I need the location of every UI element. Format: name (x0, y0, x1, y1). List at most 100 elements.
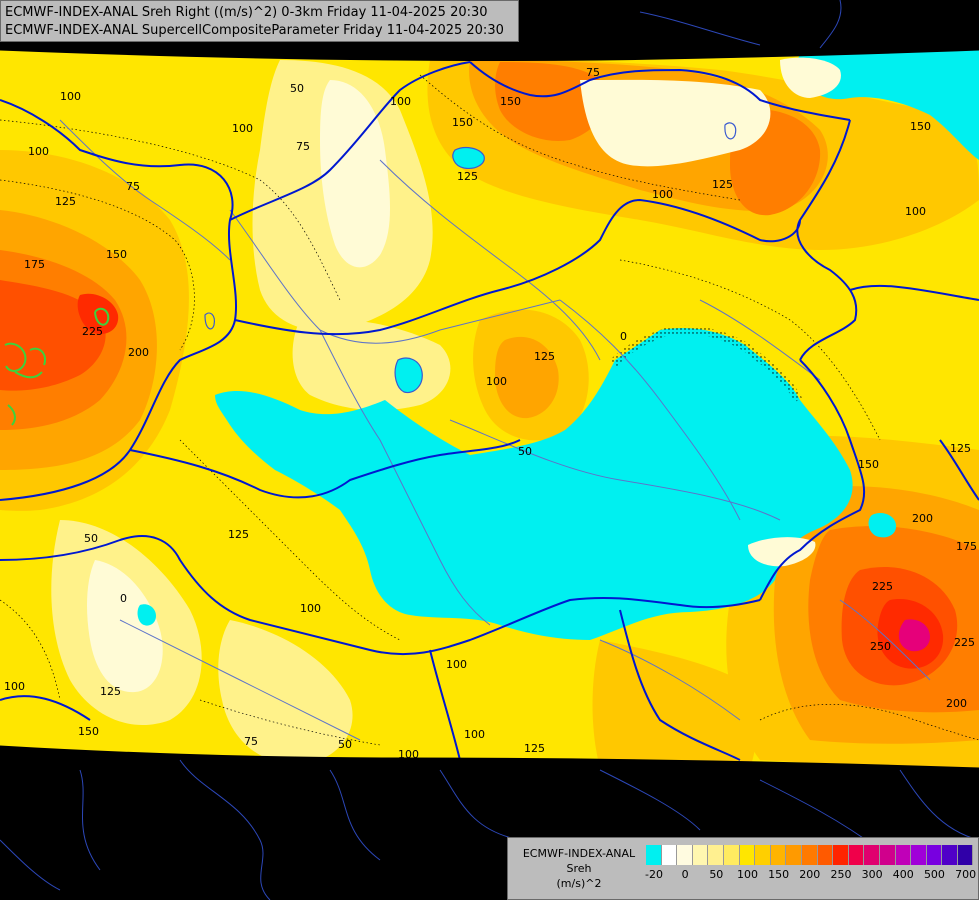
legend-swatch (755, 845, 771, 865)
field-pale-south (218, 620, 353, 765)
legend-tick-label: 500 (923, 868, 945, 881)
field-white-east-patch (748, 537, 816, 567)
legend-title: ECMWF-INDEX-ANAL Sreh (m/s)^2 (512, 846, 646, 891)
legend-swatch (817, 845, 834, 865)
contour-label: 100 (28, 145, 49, 158)
contour-label: 75 (296, 140, 310, 153)
contour-label: 150 (500, 95, 521, 108)
contour-label: 125 (100, 685, 121, 698)
field-cyan-pannonian (215, 328, 853, 640)
legend-swatch (957, 845, 974, 865)
contour-label: 150 (452, 116, 473, 129)
field-white-central (320, 80, 390, 268)
field-cyan-lake (395, 358, 423, 393)
contour-label: 175 (24, 258, 45, 271)
legend-ticks: -20 0 50 100 150 200 250 300 400 500 700 (645, 868, 977, 884)
contour-label: 50 (338, 738, 352, 751)
legend-swatch (677, 845, 693, 865)
legend-swatch (895, 845, 912, 865)
legend-swatch (646, 845, 662, 865)
contour-label: 125 (228, 528, 249, 541)
contour-labels: 100 50 100 75 100 125 100 150 75 125 175… (4, 66, 977, 761)
contour-label: 125 (534, 350, 555, 363)
header-box: ECMWF-INDEX-ANAL Sreh Right ((m/s)^2) 0-… (0, 0, 519, 42)
domain-edge (0, 49, 979, 769)
contour-label: 150 (78, 725, 99, 738)
legend-swatch (911, 845, 927, 865)
country-borders (0, 61, 979, 761)
contour-label: 75 (586, 66, 600, 79)
legend-swatch (833, 845, 849, 865)
contour-label: 125 (55, 195, 76, 208)
field-cyan-north-blob (452, 147, 485, 169)
scp-contours (4, 307, 110, 426)
legend-swatch (739, 845, 756, 865)
legend-swatch (661, 845, 678, 865)
contour-label: 100 (390, 95, 411, 108)
field-cyan-dots-edge (610, 325, 802, 402)
contour-label: 50 (84, 532, 98, 545)
contour-label: 125 (524, 742, 545, 755)
lake-outlines (204, 122, 737, 394)
legend-model: ECMWF-INDEX-ANAL (522, 847, 636, 860)
field-white-ne (780, 57, 841, 98)
legend-swatch (942, 845, 958, 865)
field-amber-south (592, 640, 757, 768)
legend-tick-label: 250 (830, 868, 852, 881)
legend-box: ECMWF-INDEX-ANAL Sreh (m/s)^2 -20 0 50 100 1… (507, 837, 979, 900)
contour-label: 125 (712, 178, 733, 191)
contour-label: 200 (946, 697, 967, 710)
legend-colorbar (646, 845, 974, 865)
field-white-sw (87, 560, 163, 693)
contour-label: 100 (464, 728, 485, 741)
contour-label: 100 (4, 680, 25, 693)
legend-swatch (848, 845, 865, 865)
field-cyan-east-spot (868, 513, 897, 538)
field-cyan-ne (796, 50, 979, 160)
legend-tick-label: 0 (681, 868, 689, 881)
legend-tick-label: 200 (799, 868, 821, 881)
contour-label: 100 (486, 375, 507, 388)
legend-swatch (708, 845, 724, 865)
contour-label: 0 (120, 592, 127, 605)
contour-label: 100 (446, 658, 467, 671)
legend-swatch (801, 845, 818, 865)
contour-label: 150 (106, 248, 127, 261)
contour-label: 100 (905, 205, 926, 218)
legend-tick-label: -20 (645, 868, 663, 881)
header-line-sreh: ECMWF-INDEX-ANAL Sreh Right ((m/s)^2) 0-… (5, 5, 488, 20)
contour-label: 125 (457, 170, 478, 183)
contour-label: 100 (300, 602, 321, 615)
contour-label: 225 (872, 580, 893, 593)
field-orange-mid (495, 336, 559, 419)
field-pale-north (580, 79, 771, 167)
legend-tick-label: 100 (736, 868, 758, 881)
contour-label: 50 (290, 82, 304, 95)
legend-tick-label: 150 (768, 868, 790, 881)
contour-label: 100 (652, 188, 673, 201)
legend-swatch (926, 845, 943, 865)
contour-label: 75 (126, 180, 140, 193)
legend-swatch (723, 845, 740, 865)
legend-swatch (770, 845, 787, 865)
contour-label: 50 (518, 445, 532, 458)
contour-label: 0 (620, 330, 627, 343)
dotted-contours (0, 74, 979, 746)
contour-label: 225 (82, 325, 103, 338)
rivers (59, 119, 931, 741)
legend-tick-label: 700 (955, 868, 977, 881)
contour-label: 75 (244, 735, 258, 748)
contour-label: 150 (858, 458, 879, 471)
contour-label: 225 (954, 636, 975, 649)
contour-label: 100 (232, 122, 253, 135)
contour-label: 250 (870, 640, 891, 653)
contour-label: 200 (128, 346, 149, 359)
contour-label: 125 (950, 442, 971, 455)
legend-param: Sreh (566, 862, 592, 875)
legend-swatch (864, 845, 880, 865)
header-line-scp: ECMWF-INDEX-ANAL SupercellCompositeParam… (5, 23, 504, 38)
legend-swatch (786, 845, 802, 865)
legend-tick-label: 50 (709, 868, 724, 881)
field-cyan-sw-spot (137, 604, 156, 626)
legend-swatch (692, 845, 709, 865)
